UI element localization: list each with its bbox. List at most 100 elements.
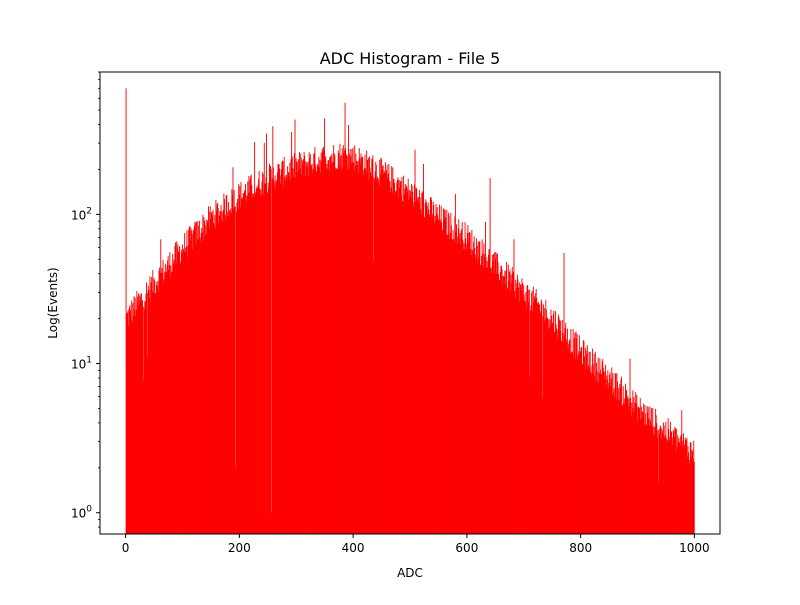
histogram-bar <box>473 236 475 534</box>
histogram-bar <box>141 301 143 534</box>
histogram-bar <box>638 406 640 534</box>
histogram-bar <box>526 285 528 534</box>
histogram-bar <box>165 272 167 534</box>
histogram-bars <box>125 88 695 535</box>
histogram-bar <box>605 386 607 534</box>
histogram-bar <box>295 177 297 535</box>
x-axis-label: ADC <box>397 566 423 580</box>
histogram-bar <box>329 157 331 534</box>
histogram-bar <box>520 284 522 534</box>
histogram-bar <box>331 153 333 535</box>
histogram-bar <box>600 374 602 534</box>
histogram-bar <box>305 165 307 534</box>
histogram-bar <box>334 155 336 534</box>
histogram-bar <box>540 311 542 534</box>
histogram-bar <box>446 209 448 534</box>
histogram-bar <box>577 354 579 534</box>
histogram-bar <box>631 402 633 534</box>
histogram-bar <box>478 241 480 534</box>
histogram-bar <box>172 263 174 534</box>
histogram-bar <box>539 304 541 534</box>
histogram-bar <box>415 201 417 534</box>
histogram-bar <box>534 296 535 534</box>
histogram-bar <box>617 400 619 534</box>
histogram-bar <box>456 224 457 534</box>
histogram-bar <box>612 373 614 534</box>
plot-frame <box>99 71 721 535</box>
histogram-bar <box>665 438 667 534</box>
histogram-bar <box>502 284 504 534</box>
histogram-bar <box>402 200 403 535</box>
histogram-bar <box>370 172 372 535</box>
histogram-bar <box>403 175 405 534</box>
histogram-bar <box>250 174 252 534</box>
histogram-bar <box>309 158 311 534</box>
histogram-bar <box>209 206 211 534</box>
histogram-bar <box>493 273 495 534</box>
histogram-bar <box>534 299 536 534</box>
histogram-bar <box>661 428 663 534</box>
histogram-bar <box>606 379 608 534</box>
x-tick-label: 800 <box>569 541 592 555</box>
histogram-bar <box>378 178 380 534</box>
histogram-bar <box>243 193 245 534</box>
histogram-bar <box>155 293 157 534</box>
histogram-bar <box>204 235 206 534</box>
histogram-bar <box>200 232 202 535</box>
histogram-bar <box>477 261 479 534</box>
histogram-bar <box>464 222 466 534</box>
histogram-bar <box>318 156 320 535</box>
histogram-bar <box>288 172 290 534</box>
histogram-bar <box>380 157 382 534</box>
histogram-bar <box>222 209 224 534</box>
histogram-bar <box>169 277 171 534</box>
histogram-bar <box>523 284 525 534</box>
histogram-bar <box>649 406 651 534</box>
histogram-bar <box>134 297 136 534</box>
histogram-bar <box>446 235 448 535</box>
histogram-bar <box>520 290 522 534</box>
histogram-bar <box>619 387 621 534</box>
histogram-bar <box>454 193 456 534</box>
histogram-bar <box>483 243 485 534</box>
histogram-bar <box>297 159 299 534</box>
histogram-bar <box>429 213 431 535</box>
histogram-bar <box>287 172 289 535</box>
histogram-bar <box>228 215 230 534</box>
histogram-bar <box>350 163 352 534</box>
histogram-bar <box>508 280 510 534</box>
histogram-bar <box>651 426 653 534</box>
histogram-bar <box>155 281 157 534</box>
histogram-bar <box>460 244 461 534</box>
histogram-bar <box>559 319 560 534</box>
histogram-bar <box>401 177 403 534</box>
histogram-bar <box>672 437 674 534</box>
histogram-bar <box>131 300 133 534</box>
histogram-bar <box>232 167 234 535</box>
histogram-bar <box>519 285 521 534</box>
histogram-bar <box>609 372 611 534</box>
histogram-bar <box>370 176 372 535</box>
histogram-bar <box>590 371 592 534</box>
histogram-bar <box>143 306 145 534</box>
histogram-bar <box>567 349 569 534</box>
histogram-bar <box>425 199 427 534</box>
histogram-bar <box>260 195 262 535</box>
histogram-bar <box>618 399 620 534</box>
histogram-bar <box>390 187 392 534</box>
histogram-bar <box>515 279 517 534</box>
histogram-bar <box>348 125 349 534</box>
histogram-bar <box>427 213 428 534</box>
histogram-bar <box>458 238 460 534</box>
histogram-bar <box>562 332 564 534</box>
histogram-bar <box>441 222 443 534</box>
histogram-bar <box>345 154 347 534</box>
histogram-bar <box>208 211 210 534</box>
histogram-bar <box>159 267 161 534</box>
histogram-bar <box>460 231 462 534</box>
histogram-bar <box>420 214 422 534</box>
histogram-bar <box>434 215 436 535</box>
histogram-bar <box>148 289 150 534</box>
histogram-bar <box>168 270 170 534</box>
